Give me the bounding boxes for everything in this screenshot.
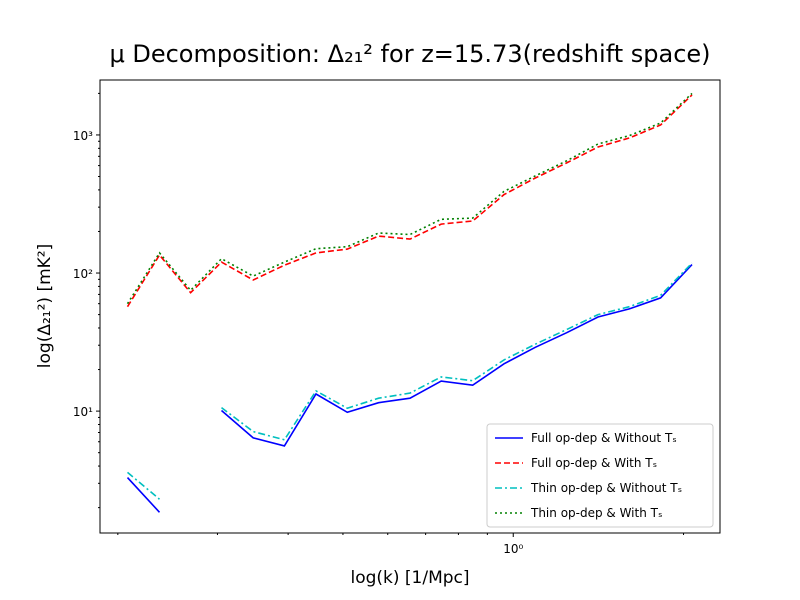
series-line xyxy=(126,94,693,308)
legend-label: Thin op-dep & With Tₛ xyxy=(530,506,662,520)
legend-box xyxy=(486,423,714,528)
legend-label: Full op-dep & With Tₛ xyxy=(531,456,657,470)
legend-label: Thin op-dep & Without Tₛ xyxy=(530,481,682,495)
y-axis-label: log(Δ₂₁²) [mK²] xyxy=(35,244,55,368)
y-tick-label: 10¹ xyxy=(73,405,93,419)
y-tick-label: 10³ xyxy=(73,129,93,143)
plot-frame xyxy=(99,79,721,534)
y-tick-label: 10² xyxy=(73,267,93,281)
legend: Full op-dep & Without Tₛ Full op-dep & Wi… xyxy=(486,423,714,528)
x-tick-label: 10⁰ xyxy=(503,542,523,556)
series-line xyxy=(126,262,693,500)
series-line xyxy=(126,264,693,513)
chart-title: μ Decomposition: Δ₂₁² for z=15.73(redshi… xyxy=(109,40,710,68)
x-axis-label: log(k) [1/Mpc] xyxy=(350,568,469,588)
legend-label: Full op-dep & Without Tₛ xyxy=(531,431,677,445)
